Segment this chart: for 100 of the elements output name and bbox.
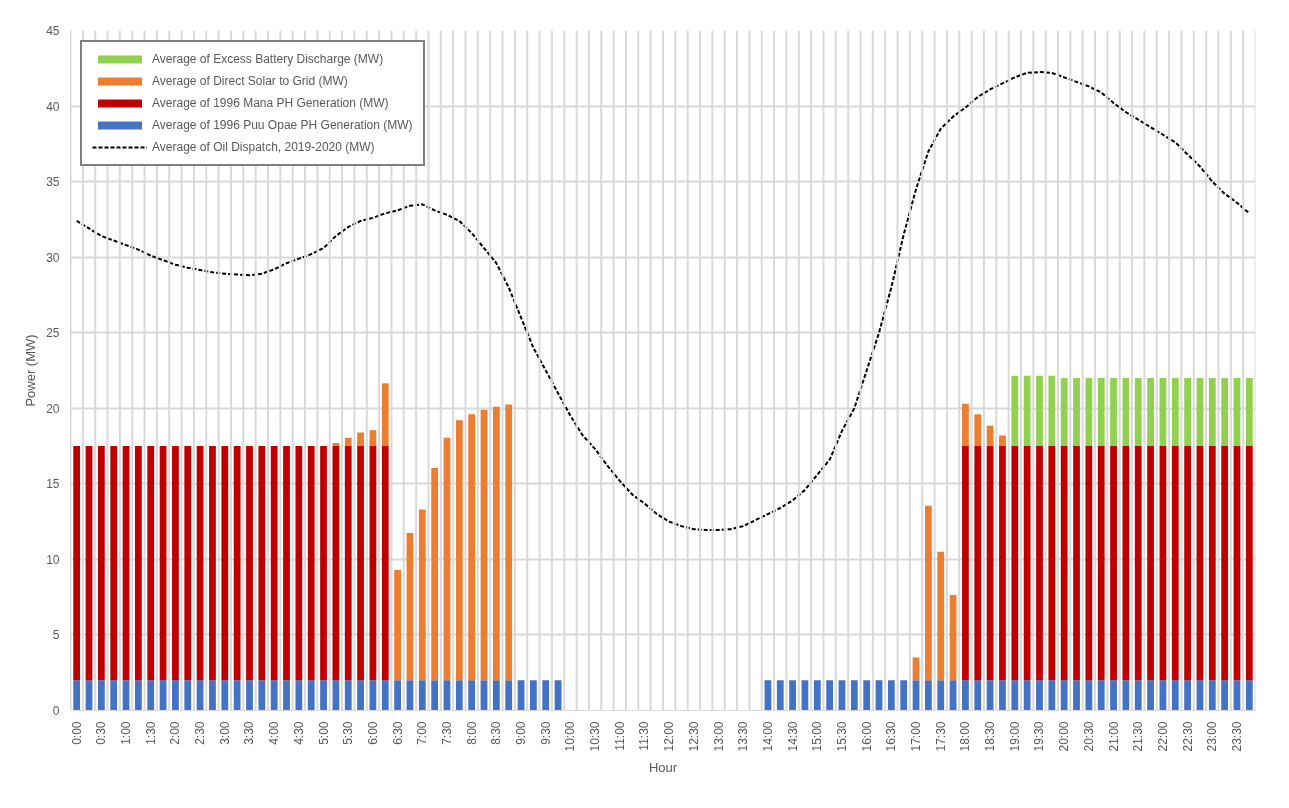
bar [1122,680,1130,711]
bar [1245,680,1253,711]
x-tick-label: 17:00 [909,721,924,752]
x-tick-label: 16:00 [859,721,874,752]
bar [357,432,364,447]
bar [937,551,945,681]
x-tick-label: 3:30 [242,721,257,745]
bar [332,680,340,711]
x-tick-label: 21:30 [1131,721,1146,752]
bar [1060,680,1068,711]
x-tick-label: 23:30 [1229,721,1244,752]
bar [1011,375,1019,447]
x-tick-label: 9:00 [514,721,529,745]
bar [1085,446,1093,681]
bar [246,446,253,681]
bar [270,446,278,681]
x-tick-label: 2:00 [168,721,183,745]
x-tick-label: 6:30 [390,721,405,745]
x-tick-label: 19:30 [1032,721,1047,752]
x-tick-label: 1:30 [143,721,158,745]
bar [1097,446,1105,681]
bar [863,680,871,711]
x-tick-label: 11:30 [637,721,652,751]
x-tick-label: 22:30 [1180,721,1195,752]
x-tick-label: 7:30 [439,721,454,745]
x-tick-label: 18:00 [958,721,973,752]
bar [999,446,1006,681]
bar [974,446,982,681]
bar [394,680,401,711]
bar [172,446,179,681]
legend-label: Average of Excess Battery Discharge (MW) [152,52,384,66]
bar [135,446,142,681]
bar [283,680,290,711]
bar [320,680,327,711]
x-tick-label: 22:00 [1155,721,1170,752]
bar [283,446,290,681]
bar [455,420,463,681]
bar [307,446,315,681]
y-tick-label: 10 [46,552,60,567]
bar [344,680,352,711]
x-tick-label: 6:00 [365,721,380,745]
x-tick-label: 12:00 [662,721,677,752]
bar [925,505,932,681]
x-axis-title: Hour [648,759,678,775]
bar [1110,378,1117,447]
bar [1085,680,1093,711]
bar [1147,446,1154,681]
x-tick-label: 8:30 [489,721,504,745]
bar [196,446,204,681]
y-tick-label: 5 [52,628,60,643]
x-tick-label: 8:00 [464,721,479,745]
bar [246,680,253,711]
bar [1060,378,1068,447]
y-tick-label: 20 [46,401,60,416]
bar [1011,446,1019,681]
line-series [75,71,1251,531]
x-tick-label: 13:00 [711,721,726,752]
bar [97,680,105,711]
bar [1110,446,1117,681]
bar [1036,375,1043,447]
x-tick-label: 10:30 [588,721,603,752]
bar [233,446,241,681]
x-tick-label: 17:30 [933,721,948,752]
bar [1134,680,1142,711]
bar [826,680,834,711]
x-tick-label: 19:00 [1007,721,1022,752]
bar [925,680,932,711]
bar [962,403,969,447]
bar [900,680,908,711]
y-tick-label: 30 [46,250,60,265]
bar [147,446,155,681]
x-tick-label: 13:30 [736,721,751,752]
bar [1221,378,1229,447]
bar [295,680,303,711]
bar [221,680,229,711]
bar [1048,375,1056,447]
bar [73,446,81,681]
x-tick-label: 18:30 [983,721,998,752]
x-tick-label: 14:30 [785,721,800,752]
x-tick-label: 12:30 [686,721,701,752]
bar [1221,680,1229,711]
bar [986,446,994,681]
bar [357,680,364,711]
x-tick-label: 15:30 [834,721,849,752]
bar [813,680,821,711]
bar [1147,680,1154,711]
bar [1110,680,1117,711]
x-tick-label: 0:30 [94,721,109,745]
y-tick-label: 25 [46,326,60,341]
bar [258,446,266,681]
bar [97,446,105,681]
bar [962,446,969,681]
legend-label: Average of 1996 Mana PH Generation (MW) [152,96,389,110]
x-tick-label: 0:00 [69,721,84,745]
bar [530,680,537,711]
bar [1097,680,1105,711]
bar [1184,446,1191,681]
bar [1023,375,1031,447]
bar [110,680,118,711]
bar [381,383,389,447]
